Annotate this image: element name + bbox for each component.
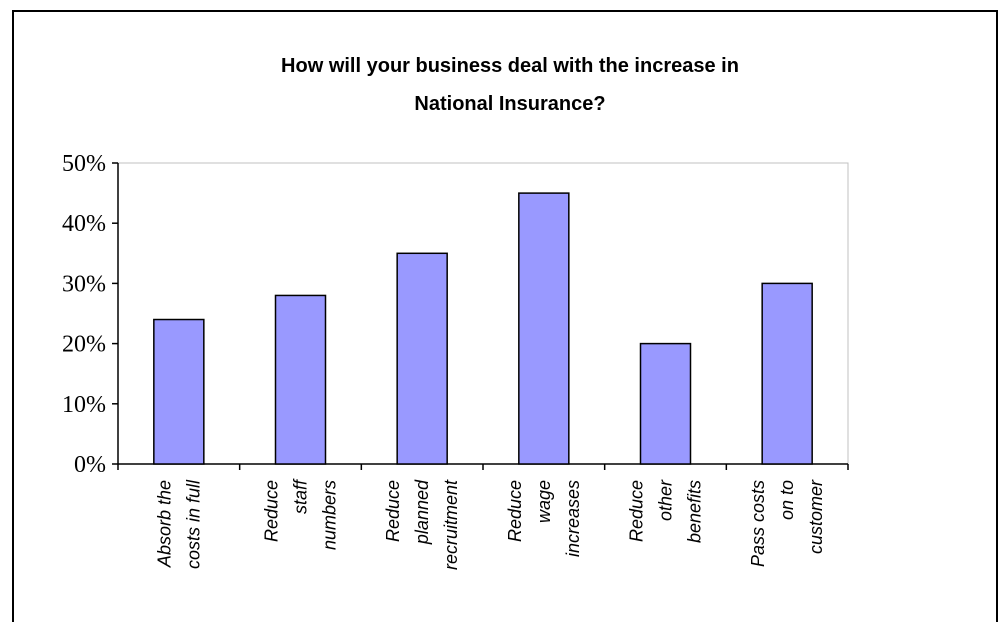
y-tick-label: 40%: [62, 211, 106, 237]
category-label: customer: [806, 479, 826, 554]
category-label: increases: [563, 480, 583, 557]
bar: [274, 294, 327, 465]
bar: [153, 318, 205, 465]
category-label: Reduce: [262, 480, 282, 542]
category-label: Reduce: [383, 480, 403, 542]
chart-title-line-2: National Insurance?: [414, 93, 605, 115]
bar: [761, 282, 813, 465]
category-label: other: [656, 479, 676, 521]
category-label: Reduce: [627, 480, 647, 542]
chart-title-line-1: How will your business deal with the inc…: [281, 55, 739, 77]
y-tick-label: 10%: [62, 392, 106, 418]
category-label: costs in full: [183, 479, 203, 569]
y-tick-label: 50%: [62, 151, 106, 177]
y-tick-label: 20%: [62, 332, 106, 358]
bar: [639, 342, 692, 465]
y-tick-label: 0%: [74, 452, 106, 478]
plot-area: 0% 10% 20% 30% 40% 50% Absorb the costs in full…: [62, 151, 849, 570]
category-label: on to: [777, 480, 797, 520]
category-label: wage: [534, 480, 554, 523]
category-label: numbers: [320, 480, 340, 550]
category-label: staff: [291, 478, 311, 514]
category-label: planned: [412, 479, 432, 545]
bar: [396, 252, 448, 465]
bar: [518, 192, 570, 465]
category-label: Reduce: [505, 480, 525, 542]
category-label: benefits: [685, 480, 705, 543]
y-tick-label: 30%: [62, 271, 106, 297]
category-label: Pass costs: [748, 480, 768, 567]
plot-border: [118, 162, 849, 464]
category-label: Absorb the: [154, 480, 174, 568]
category-label: recruitment: [441, 479, 461, 570]
chart-frame: [12, 10, 998, 622]
